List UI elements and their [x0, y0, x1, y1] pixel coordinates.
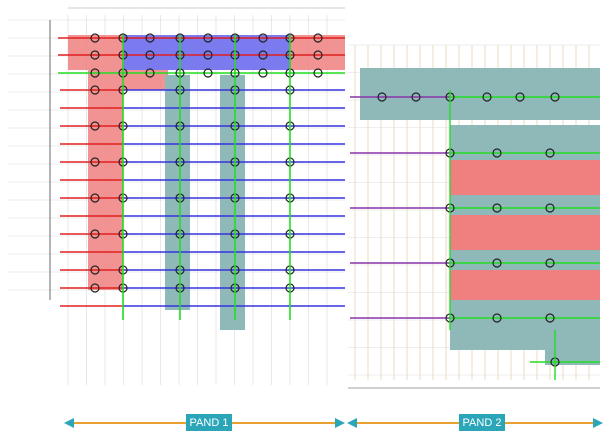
node — [313, 50, 323, 60]
node — [545, 148, 555, 158]
node — [492, 313, 502, 323]
zone-red — [450, 270, 600, 300]
node — [90, 50, 100, 60]
node — [545, 313, 555, 323]
node — [492, 148, 502, 158]
node — [411, 92, 421, 102]
zone-red — [450, 160, 600, 195]
members — [58, 33, 600, 380]
node — [90, 265, 100, 275]
node — [203, 33, 213, 43]
node — [482, 92, 492, 102]
node — [90, 193, 100, 203]
arrowhead — [64, 418, 74, 428]
node — [545, 258, 555, 268]
zone-blue — [123, 35, 290, 70]
node — [90, 157, 100, 167]
zone-red — [450, 215, 600, 250]
node — [90, 229, 100, 239]
node — [492, 203, 502, 213]
node — [515, 92, 525, 102]
arrowhead — [347, 418, 357, 428]
node — [258, 68, 268, 78]
node — [258, 50, 268, 60]
node — [203, 68, 213, 78]
node — [145, 50, 155, 60]
node — [90, 33, 100, 43]
section-tag — [186, 414, 232, 431]
zone-red — [123, 70, 168, 90]
node — [145, 33, 155, 43]
arrowhead — [335, 418, 345, 428]
node — [313, 33, 323, 43]
node — [313, 68, 323, 78]
zone-teal — [545, 330, 600, 365]
zone-teal — [165, 75, 190, 310]
node — [377, 92, 387, 102]
arrowhead — [593, 418, 603, 428]
node — [90, 68, 100, 78]
node — [145, 68, 155, 78]
node — [258, 33, 268, 43]
node — [90, 121, 100, 131]
node — [90, 85, 100, 95]
node — [492, 258, 502, 268]
section-label: PAND 2 — [463, 417, 502, 429]
node — [90, 283, 100, 293]
node — [545, 203, 555, 213]
node — [550, 92, 560, 102]
section-label: PAND 1 — [190, 417, 229, 429]
section-tag — [459, 414, 505, 431]
node — [203, 50, 213, 60]
zone-teal — [360, 68, 600, 120]
